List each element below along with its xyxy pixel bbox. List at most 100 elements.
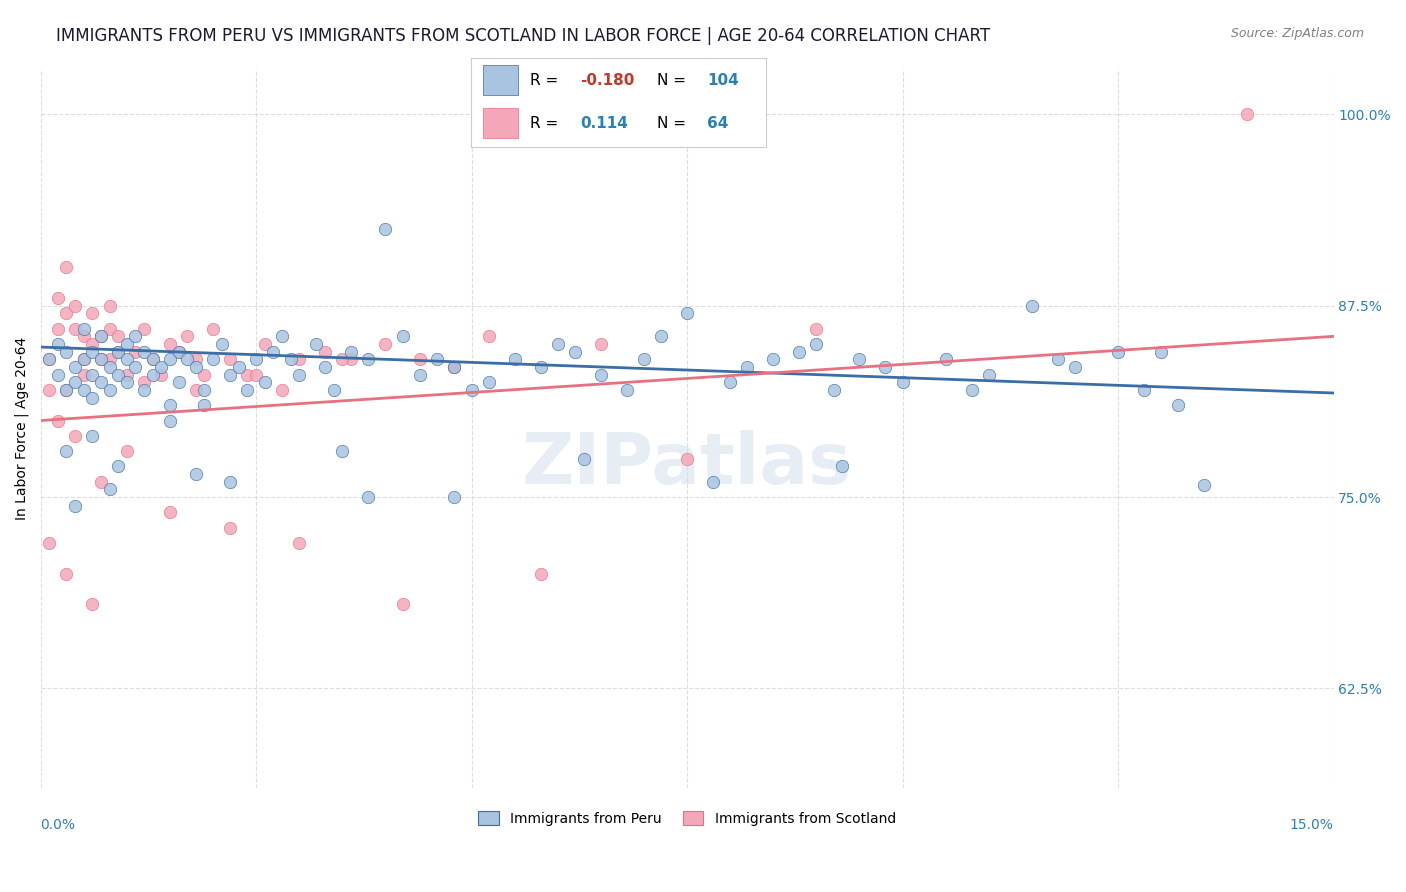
Point <box>142 368 165 382</box>
Point <box>806 321 828 335</box>
Legend: Immigrants from Peru, Immigrants from Scotland: Immigrants from Peru, Immigrants from Sc… <box>472 805 901 831</box>
Point <box>262 344 284 359</box>
Point <box>46 368 69 382</box>
Point <box>82 306 104 320</box>
Point <box>806 337 828 351</box>
Point <box>322 383 344 397</box>
Point <box>650 329 672 343</box>
Point <box>228 359 250 374</box>
Point <box>150 368 173 382</box>
Point <box>1021 299 1043 313</box>
Point <box>564 344 586 359</box>
Point <box>271 329 294 343</box>
Point <box>55 444 77 458</box>
Point <box>787 344 810 359</box>
Point <box>132 383 155 397</box>
Point <box>616 383 638 397</box>
Point <box>98 299 121 313</box>
Point <box>245 352 267 367</box>
Point <box>167 376 190 390</box>
Point <box>107 459 129 474</box>
Point <box>357 490 380 504</box>
Point <box>426 352 449 367</box>
Point <box>409 368 432 382</box>
Point <box>572 451 595 466</box>
Point <box>253 337 276 351</box>
Point <box>150 359 173 374</box>
FancyBboxPatch shape <box>482 108 519 138</box>
Text: 15.0%: 15.0% <box>1289 818 1333 832</box>
Point <box>460 383 482 397</box>
Point <box>142 352 165 367</box>
Point <box>142 352 165 367</box>
Text: 0.0%: 0.0% <box>41 818 76 832</box>
Point <box>340 344 363 359</box>
Point <box>46 337 69 351</box>
Point <box>124 329 146 343</box>
Point <box>330 352 353 367</box>
Point <box>288 368 311 382</box>
Point <box>107 368 129 382</box>
Point <box>46 321 69 335</box>
Point <box>63 299 86 313</box>
Point <box>589 368 612 382</box>
Point <box>132 344 155 359</box>
Point <box>443 359 465 374</box>
Point <box>107 329 129 343</box>
Point <box>1150 344 1173 359</box>
Point <box>245 368 267 382</box>
Point <box>977 368 1000 382</box>
Point <box>305 337 328 351</box>
Text: Source: ZipAtlas.com: Source: ZipAtlas.com <box>1230 27 1364 40</box>
Point <box>391 329 413 343</box>
Point <box>184 467 207 481</box>
Point <box>201 352 224 367</box>
Point <box>55 306 77 320</box>
Point <box>73 321 96 335</box>
Point <box>443 490 465 504</box>
Point <box>115 352 138 367</box>
Point <box>132 376 155 390</box>
Point <box>73 329 96 343</box>
Point <box>184 359 207 374</box>
Text: R =: R = <box>530 73 564 87</box>
Text: IMMIGRANTS FROM PERU VS IMMIGRANTS FROM SCOTLAND IN LABOR FORCE | AGE 20-64 CORR: IMMIGRANTS FROM PERU VS IMMIGRANTS FROM … <box>56 27 990 45</box>
Point <box>124 344 146 359</box>
Point <box>443 359 465 374</box>
Point <box>98 321 121 335</box>
Point <box>82 368 104 382</box>
Point <box>73 383 96 397</box>
Point <box>159 413 181 427</box>
Point <box>357 352 380 367</box>
Point <box>219 352 242 367</box>
Point <box>718 376 741 390</box>
Text: N =: N = <box>657 116 690 130</box>
Point <box>219 521 242 535</box>
Point <box>1107 344 1129 359</box>
Point <box>38 352 60 367</box>
Point <box>193 368 215 382</box>
Point <box>98 383 121 397</box>
Point <box>1046 352 1069 367</box>
Point <box>288 352 311 367</box>
Point <box>184 352 207 367</box>
Point <box>82 344 104 359</box>
Point <box>211 337 233 351</box>
Point <box>1236 107 1258 121</box>
Text: 104: 104 <box>707 73 740 87</box>
FancyBboxPatch shape <box>482 65 519 95</box>
Point <box>374 222 396 236</box>
Point <box>478 329 501 343</box>
Text: 64: 64 <box>707 116 728 130</box>
Point <box>676 451 699 466</box>
Point <box>1167 398 1189 412</box>
Point <box>443 359 465 374</box>
Point <box>374 337 396 351</box>
Point <box>90 329 112 343</box>
Point <box>159 352 181 367</box>
Point <box>107 344 129 359</box>
Point <box>90 352 112 367</box>
Point <box>82 337 104 351</box>
Point <box>737 359 759 374</box>
Point <box>253 376 276 390</box>
